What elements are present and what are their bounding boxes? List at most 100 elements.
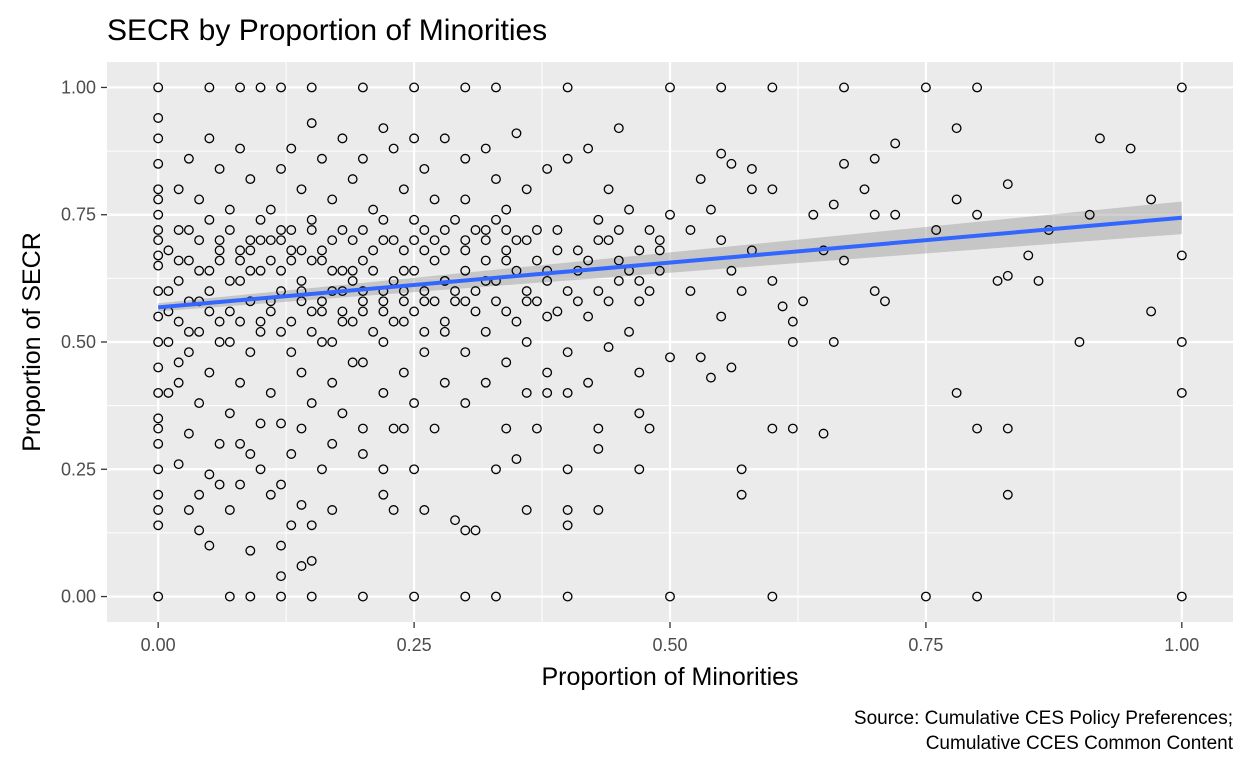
y-tick-label: 0.50: [61, 332, 96, 352]
data-point: [153, 225, 164, 235]
data-point: [224, 306, 235, 317]
data-point: [204, 306, 215, 317]
data-point: [378, 337, 389, 347]
data-point: [398, 296, 409, 307]
data-point: [286, 347, 297, 358]
data-point: [153, 505, 164, 515]
data-point: [480, 143, 491, 154]
data-point: [357, 296, 368, 307]
data-point: [378, 306, 389, 317]
data-point: [480, 377, 491, 388]
data-point: [613, 225, 624, 235]
data-point: [153, 158, 164, 169]
data-point: [736, 286, 747, 297]
data-point: [327, 505, 338, 515]
data-point: [511, 235, 522, 246]
data-point: [501, 357, 512, 368]
data-point: [245, 347, 256, 358]
data-point: [276, 571, 286, 582]
data-point: [224, 337, 235, 347]
data-point: [972, 423, 983, 434]
data-point: [767, 275, 778, 286]
data-point: [255, 326, 266, 337]
data-point: [183, 153, 194, 164]
data-point: [1176, 250, 1187, 261]
data-point: [224, 591, 235, 602]
data-point: [286, 520, 297, 531]
data-point: [357, 153, 368, 164]
data-point: [460, 525, 471, 536]
data-point: [306, 214, 317, 225]
data-point: [276, 225, 286, 235]
data-point: [153, 591, 164, 602]
data-point: [204, 469, 215, 480]
data-point: [562, 387, 573, 398]
data-point: [327, 235, 338, 246]
data-point: [419, 326, 430, 337]
data-point: [593, 505, 604, 515]
major-gridlines: [107, 62, 1233, 622]
data-point: [1074, 337, 1085, 347]
data-point: [255, 464, 266, 475]
data-point: [450, 214, 460, 225]
data-point: [869, 153, 880, 164]
data-point: [644, 286, 655, 297]
data-point: [603, 235, 614, 246]
data-point: [552, 306, 563, 317]
data-point: [439, 377, 450, 388]
data-point: [255, 265, 266, 276]
data-point: [665, 591, 675, 602]
data-point: [388, 505, 399, 515]
data-point: [920, 591, 931, 602]
data-point: [716, 235, 727, 246]
data-point: [173, 255, 184, 266]
data-point: [1002, 489, 1013, 500]
data-point: [173, 459, 184, 470]
data-point: [634, 275, 645, 286]
data-point: [173, 225, 184, 235]
data-point: [450, 296, 460, 307]
data-point: [429, 255, 440, 266]
data-point: [491, 214, 501, 225]
data-point: [542, 387, 553, 398]
data-point: [470, 225, 481, 235]
data-point: [224, 505, 235, 515]
x-tick-label: 0.25: [397, 635, 432, 655]
y-tick-label: 1.00: [61, 77, 96, 97]
data-point: [317, 255, 327, 266]
data-point: [194, 525, 205, 536]
data-point: [173, 184, 184, 195]
data-point: [306, 225, 317, 235]
data-point: [245, 591, 256, 602]
data-point: [429, 423, 440, 434]
data-point: [214, 255, 225, 266]
data-point: [685, 225, 696, 235]
data-point: [920, 82, 931, 93]
data-point: [245, 174, 256, 185]
data-point: [317, 153, 327, 164]
data-point: [511, 454, 522, 465]
data-point: [511, 128, 522, 139]
y-tick-label: 0.00: [61, 587, 96, 607]
caption-line-1: Source: Cumulative CES Policy Preference…: [854, 708, 1233, 729]
data-point: [235, 245, 246, 256]
data-point: [327, 377, 338, 388]
data-point: [808, 209, 819, 220]
data-point: [562, 82, 573, 93]
data-point: [357, 357, 368, 368]
data-point: [235, 82, 246, 93]
data-point: [224, 204, 235, 215]
data-point: [255, 316, 266, 327]
data-point: [327, 265, 338, 276]
data-point: [357, 255, 368, 266]
data-point: [931, 225, 942, 235]
data-point: [378, 123, 389, 134]
data-point: [1176, 82, 1187, 93]
data-point: [685, 286, 696, 297]
data-point: [665, 209, 675, 220]
data-point: [153, 362, 164, 373]
data-point: [562, 286, 573, 297]
data-point: [951, 194, 962, 205]
data-point: [491, 296, 501, 307]
data-point: [439, 326, 450, 337]
